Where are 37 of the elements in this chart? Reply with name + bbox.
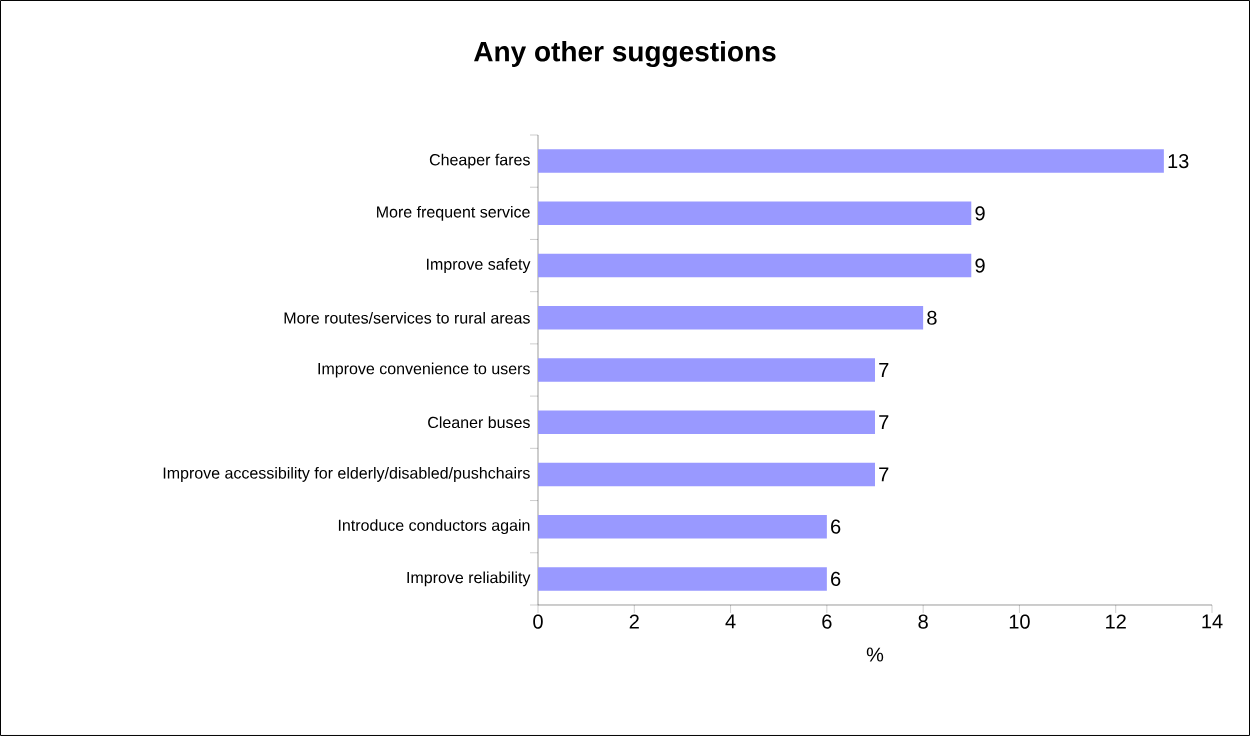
bar bbox=[538, 358, 875, 382]
bar bbox=[538, 514, 827, 539]
data-label: 8 bbox=[927, 310, 937, 325]
bar bbox=[538, 201, 972, 226]
chart-title: Any other suggestions bbox=[474, 40, 776, 68]
x-tick-label: 10 bbox=[1009, 614, 1030, 629]
data-label: 9 bbox=[975, 206, 985, 221]
data-label: 6 bbox=[831, 519, 841, 534]
x-tick-label: 14 bbox=[1202, 614, 1223, 629]
data-label: 7 bbox=[879, 415, 889, 430]
data-label: 13 bbox=[1168, 154, 1189, 169]
x-tick-label: 6 bbox=[822, 614, 832, 629]
x-tick-label: 2 bbox=[629, 614, 639, 629]
bar bbox=[538, 149, 1164, 173]
bar bbox=[538, 567, 827, 591]
y-tick-label: Cheaper fares bbox=[429, 153, 530, 169]
bar bbox=[538, 462, 875, 487]
y-tick-label: Improve reliability bbox=[407, 571, 531, 587]
data-label: 6 bbox=[831, 571, 841, 586]
y-tick-label: Improve accessibility for elderly/disabled/pushchairs bbox=[163, 466, 530, 482]
data-label: 7 bbox=[879, 467, 889, 482]
y-tick-label: More routes/services to rural areas bbox=[284, 311, 530, 324]
x-tick-label: 4 bbox=[725, 614, 736, 629]
data-label: 9 bbox=[975, 258, 985, 273]
y-tick-label: Improve convenience to users bbox=[318, 362, 530, 378]
x-tick-label: 0 bbox=[533, 614, 543, 629]
x-axis-title: % bbox=[866, 647, 884, 662]
y-tick-label: Improve safety bbox=[427, 258, 531, 274]
x-tick-label: 8 bbox=[918, 614, 928, 629]
y-tick-label: Introduce conductors again bbox=[338, 519, 530, 535]
bar bbox=[538, 410, 875, 434]
x-tick-label: 12 bbox=[1106, 614, 1126, 629]
bar bbox=[538, 306, 924, 330]
bar bbox=[538, 253, 972, 278]
data-label: 7 bbox=[879, 363, 889, 377]
y-tick-label: Cleaner buses bbox=[428, 416, 530, 429]
y-tick-label: More frequent service bbox=[377, 205, 530, 221]
